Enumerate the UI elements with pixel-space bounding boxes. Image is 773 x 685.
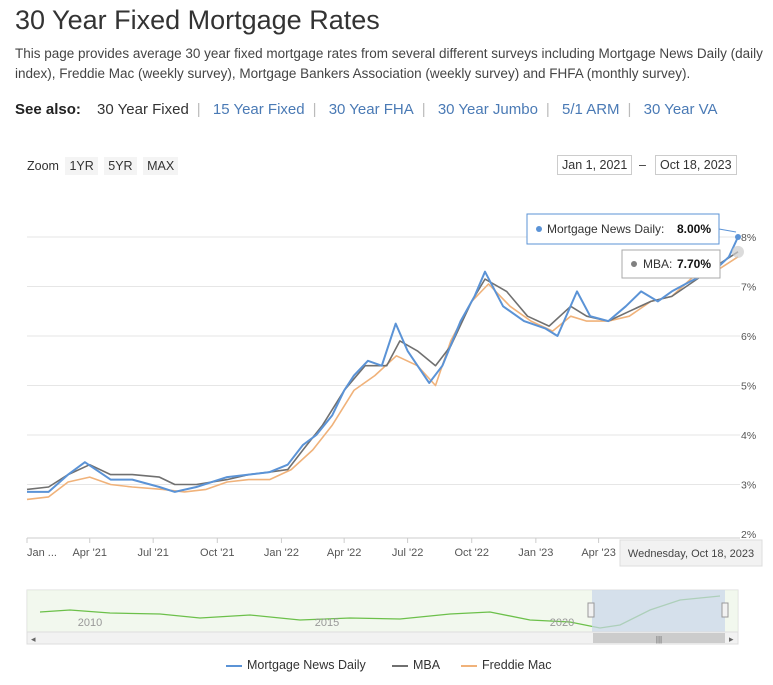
- range-from-input[interactable]: Jan 1, 2021: [557, 155, 633, 175]
- series-mba[interactable]: [26, 251, 739, 491]
- legend-item-mnd[interactable]: Mortgage News Daily: [226, 658, 366, 672]
- y-tick-label: 4%: [741, 430, 756, 442]
- scroll-right-icon: ▸: [729, 634, 734, 644]
- tooltip-mnd-box: [526, 213, 720, 245]
- scroll-left-icon: ◂: [31, 634, 36, 644]
- y-tick-label: 6%: [741, 331, 756, 343]
- y-tick-label: 7%: [741, 282, 756, 294]
- tooltip-mba-dot: [631, 261, 637, 267]
- tooltip-date-label: Wednesday, Oct 18, 2023: [628, 548, 754, 560]
- series-mortgage-news-daily[interactable]: [27, 236, 739, 493]
- scroll-grip-icon: |||: [656, 635, 662, 644]
- x-tick-label: Jan '23: [518, 547, 553, 559]
- navigator-handle-left[interactable]: [587, 602, 595, 618]
- tooltip-mnd-pointer: [718, 228, 737, 233]
- zoom-5yr-button[interactable]: 5YR: [104, 157, 137, 175]
- x-tick-label: Apr '21: [72, 547, 107, 559]
- zoom-label: Zoom: [27, 159, 59, 173]
- range-separator: –: [639, 158, 646, 172]
- x-tick-label: Jul '22: [392, 547, 423, 559]
- x-tick-label: Jan ...: [27, 547, 57, 559]
- y-tick-label: 8%: [741, 232, 756, 244]
- see-also-5-1-arm[interactable]: 5/1 ARM: [562, 101, 620, 118]
- page-title: 30 Year Fixed Mortgage Rates: [15, 5, 380, 35]
- zoom-1yr-button[interactable]: 1YR: [65, 157, 98, 175]
- navigator-tick-label: 2015: [315, 617, 339, 629]
- x-tick-label: Apr '23: [581, 547, 616, 559]
- tooltip-mnd-value: 8.00%: [677, 222, 711, 236]
- x-tick-label: Apr '22: [327, 547, 362, 559]
- x-tick-label: Oct '21: [200, 547, 235, 559]
- see-also-30-year-fha[interactable]: 30 Year FHA: [328, 101, 414, 118]
- range-to-input[interactable]: Oct 18, 2023: [655, 155, 737, 175]
- navigator-handle-right[interactable]: [721, 602, 729, 618]
- hover-marker-mba: [732, 245, 744, 258]
- navigator-tick-label: 2020: [550, 617, 574, 629]
- navigator-tick-label: 2010: [78, 617, 102, 629]
- x-tick-label: Oct '22: [454, 547, 489, 559]
- tooltip-mba-label: MBA:: [643, 257, 672, 271]
- zoom-max-button[interactable]: MAX: [143, 157, 179, 175]
- series-freddie-mac[interactable]: [26, 256, 739, 501]
- zoom-controls: Zoom 1YR 5YR MAX: [27, 157, 179, 175]
- hover-marker-mnd: [735, 234, 741, 240]
- legend-item-mba[interactable]: MBA: [392, 658, 440, 672]
- y-tick-label: 3%: [741, 480, 756, 492]
- see-also-30-year-jumbo[interactable]: 30 Year Jumbo: [437, 101, 538, 118]
- page-description: This page provides average 30 year fixed…: [15, 46, 763, 81]
- navigator-scrollbar-thumb[interactable]: [593, 633, 725, 643]
- tooltip-mba-box: [621, 249, 721, 279]
- navigator-scrollbar-track[interactable]: [26, 631, 739, 645]
- see-also-30-year-va[interactable]: 30 Year VA: [643, 101, 718, 118]
- tooltip-mnd-label: Mortgage News Daily:: [547, 222, 664, 236]
- navigator[interactable]: 2010 2015 2020 ◂ ▸ |||: [26, 589, 739, 645]
- navigator-selection[interactable]: [592, 590, 725, 632]
- x-tick-label: Jul '21: [137, 547, 168, 559]
- see-also-nav: See also: 30 Year Fixed | 15 Year Fixed | …: [15, 101, 718, 118]
- see-also-label: See also:: [15, 101, 81, 118]
- tooltip-mnd-dot: [536, 226, 542, 232]
- see-also-15-year-fixed[interactable]: 15 Year Fixed: [212, 101, 305, 118]
- legend-item-freddie[interactable]: Freddie Mac: [461, 658, 551, 672]
- see-also-30-year-fixed: 30 Year Fixed: [97, 101, 189, 118]
- tooltip-mba-value: 7.70%: [677, 257, 711, 271]
- y-tick-label: 5%: [741, 381, 756, 393]
- tooltip-date-box: [619, 539, 763, 567]
- x-tick-label: Jan '22: [264, 547, 299, 559]
- y-tick-label: 2%: [741, 529, 756, 541]
